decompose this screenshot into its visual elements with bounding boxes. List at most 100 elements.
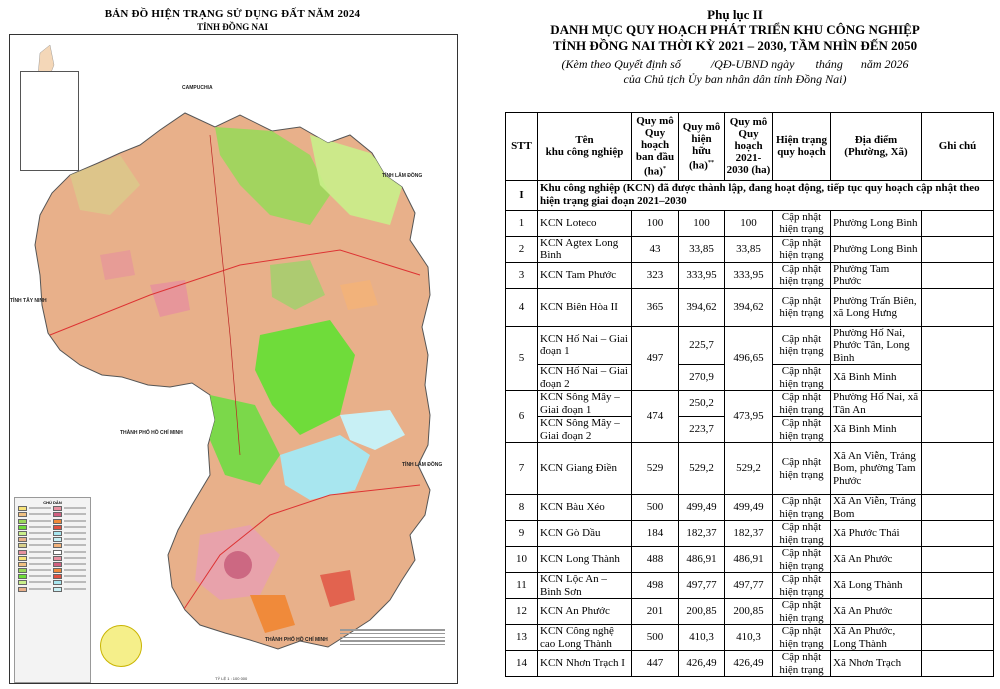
row-status: Cập nhật hiện trạng bbox=[772, 546, 831, 574]
row-stt: 14 bbox=[505, 650, 538, 678]
industrial-zone-table: STT Tên khu công nghiệp Quy mô Quy hoạch ban… bbox=[505, 112, 994, 678]
row-location: Xã Long Thành bbox=[830, 572, 922, 600]
row-stt: 1 bbox=[505, 209, 538, 237]
row-note bbox=[921, 261, 994, 289]
row-planned-scale: 426,49 bbox=[724, 650, 773, 678]
row-location: Xã An Phước, Long Thành bbox=[830, 624, 922, 652]
map-title: BẢN ĐỒ HIỆN TRẠNG SỬ DỤNG ĐẤT NĂM 2024 bbox=[104, 8, 361, 20]
row-stt: 10 bbox=[505, 546, 538, 574]
row-status: Cập nhật hiện trạng bbox=[772, 416, 831, 444]
row-location: Xã Phước Thái bbox=[830, 520, 922, 548]
row-current-scale: 529,2 bbox=[678, 442, 725, 496]
table-row: 3 KCN Tam Phước 323 333,95 333,95 Cập nh… bbox=[505, 261, 994, 289]
row-initial-scale: 323 bbox=[631, 261, 679, 289]
label-hcm-bottom: THÀNH PHỐ HỒ CHÍ MINH bbox=[265, 637, 328, 643]
row-status: Cập nhật hiện trạng bbox=[772, 235, 831, 263]
row-initial-scale: 447 bbox=[631, 650, 679, 678]
appendix-document-panel: Phụ lục II DANH MỤC QUY HOẠCH PHÁT TRIỂN… bbox=[470, 0, 1000, 689]
row-current-scale: 270,9 bbox=[678, 364, 725, 392]
row-note bbox=[921, 325, 994, 392]
doc-decision-note-2: của Chủ tịch Ủy ban nhân dân tỉnh Đồng N… bbox=[623, 72, 847, 86]
row-status: Cập nhật hiện trạng bbox=[772, 598, 831, 626]
row-name: KCN Loteco bbox=[537, 209, 632, 237]
row-note bbox=[921, 494, 994, 522]
row-location: Xã An Phước bbox=[830, 546, 922, 574]
row-planned-scale: 410,3 bbox=[724, 624, 773, 652]
row-stt: 4 bbox=[505, 287, 538, 327]
row-name: KCN Hố Nai – Giai đoạn 2 bbox=[537, 364, 632, 392]
row-stt: 8 bbox=[505, 494, 538, 522]
row-planned-scale: 497,77 bbox=[724, 572, 773, 600]
table-row: 11 KCN Lộc An – Bình Sơn 498 497,77 497,… bbox=[505, 572, 994, 600]
row-status: Cập nhật hiện trạng bbox=[772, 325, 831, 366]
row-initial-scale: 500 bbox=[631, 624, 679, 652]
row-location: Phường Hố Nai, xã Tân An bbox=[830, 390, 922, 418]
row-stt: 13 bbox=[505, 624, 538, 652]
row-status: Cập nhật hiện trạng bbox=[772, 520, 831, 548]
header-location: Địa điểm (Phường, Xã) bbox=[830, 112, 922, 181]
row-stt: 7 bbox=[505, 442, 538, 496]
row-name: KCN Bàu Xéo bbox=[537, 494, 632, 522]
row-name: KCN Gò Dầu bbox=[537, 520, 632, 548]
legend-title: CHÚ DẪN bbox=[43, 500, 62, 505]
row-status: Cập nhật hiện trạng bbox=[772, 442, 831, 496]
land-use-map-panel: BẢN ĐỒ HIỆN TRẠNG SỬ DỤNG ĐẤT NĂM 2024 T… bbox=[0, 0, 465, 689]
header-name: Tên khu công nghiệp bbox=[537, 112, 632, 181]
row-status: Cập nhật hiện trạng bbox=[772, 650, 831, 678]
row-location: Xã Bình Minh bbox=[830, 416, 922, 444]
header-initial-scale: Quy mô Quy hoạch ban đầu (ha)* bbox=[631, 112, 679, 181]
table-row: 10 KCN Long Thành 488 486,91 486,91 Cập … bbox=[505, 546, 994, 574]
row-location: Xã An Viễn, Trảng Bom, phường Tam Phước bbox=[830, 442, 922, 496]
row-note bbox=[921, 442, 994, 496]
row-name: KCN Long Thành bbox=[537, 546, 632, 574]
row-stt: 9 bbox=[505, 520, 538, 548]
row-current-scale: 200,85 bbox=[678, 598, 725, 626]
row-stt: 12 bbox=[505, 598, 538, 626]
row-name: KCN Lộc An – Bình Sơn bbox=[537, 572, 632, 600]
section-row: I Khu công nghiệp (KCN) đã được thành lậ… bbox=[505, 179, 994, 211]
row-planned-scale: 473,95 bbox=[724, 390, 773, 444]
table-row: 2 KCN Agtex Long Bình 43 33,85 33,85 Cập… bbox=[505, 235, 994, 263]
map-frame: CAMPUCHIA TỈNH LÂM ĐỒNG TỈNH TÂY NINH TH… bbox=[9, 34, 458, 684]
row-name: KCN Giang Điền bbox=[537, 442, 632, 496]
row-current-scale: 225,7 bbox=[678, 325, 725, 366]
table-row: 9 KCN Gò Dầu 184 182,37 182,37 Cập nhật … bbox=[505, 520, 994, 548]
row-location: Phường Long Bình bbox=[830, 235, 922, 263]
table-row: 5 KCN Hố Nai – Giai đoạn 1 497 225,7 496… bbox=[505, 325, 994, 392]
row-status: Cập nhật hiện trạng bbox=[772, 261, 831, 289]
row-initial-scale: 488 bbox=[631, 546, 679, 574]
row-status: Cập nhật hiện trạng bbox=[772, 390, 831, 418]
row-initial-scale: 43 bbox=[631, 235, 679, 263]
header-planning-status: Hiện trạng quy hoạch bbox=[772, 112, 831, 181]
row-name: KCN Sông Mây – Giai đoạn 2 bbox=[537, 416, 632, 444]
header-note: Ghi chú bbox=[921, 112, 994, 181]
label-lam-dong-mid: TỈNH LÂM ĐỒNG bbox=[402, 462, 443, 468]
table-row: 13 KCN Công nghệ cao Long Thành 500 410,… bbox=[505, 624, 994, 652]
row-note bbox=[921, 650, 994, 678]
row-location: Phường Trấn Biên, xã Long Hưng bbox=[830, 287, 922, 327]
doc-title-line-2: TỈNH ĐỒNG NAI THỜI KỲ 2021 – 2030, TẦM N… bbox=[552, 38, 918, 53]
row-note bbox=[921, 624, 994, 652]
row-current-scale: 486,91 bbox=[678, 546, 725, 574]
table-row: 12 KCN An Phước 201 200,85 200,85 Cập nh… bbox=[505, 598, 994, 626]
row-name: KCN Sông Mây – Giai đoạn 1 bbox=[537, 390, 632, 418]
row-note bbox=[921, 390, 994, 444]
appendix-label: Phụ lục II bbox=[707, 7, 763, 22]
doc-decision-note-1: (Kèm theo Quyết định số /QĐ-UBND ngày th… bbox=[561, 57, 909, 71]
row-note bbox=[921, 520, 994, 548]
table-row: 7 KCN Giang Điền 529 529,2 529,2 Cập nhậ… bbox=[505, 442, 994, 496]
row-location: Xã Bình Minh bbox=[830, 364, 922, 392]
label-hcm-mid: THÀNH PHỐ HỒ CHÍ MINH bbox=[120, 430, 183, 436]
row-current-scale: 182,37 bbox=[678, 520, 725, 548]
row-current-scale: 250,2 bbox=[678, 390, 725, 418]
row-name: KCN Hố Nai – Giai đoạn 1 bbox=[537, 325, 632, 366]
row-planned-scale: 100 bbox=[724, 209, 773, 237]
table-row: 1 KCN Loteco 100 100 100 Cập nhật hiện t… bbox=[505, 209, 994, 237]
table-row: KCN Sông Mây – Giai đoạn 2 223,7 Cập nhậ… bbox=[506, 416, 994, 444]
row-status: Cập nhật hiện trạng bbox=[772, 624, 831, 652]
row-name: KCN Công nghệ cao Long Thành bbox=[537, 624, 632, 652]
row-location: Phường Hố Nai, Phước Tân, Long Bình bbox=[830, 325, 922, 366]
map-scale: TỶ LỆ 1 : 100 000 bbox=[215, 676, 248, 681]
row-planned-scale: 200,85 bbox=[724, 598, 773, 626]
row-initial-scale: 365 bbox=[631, 287, 679, 327]
